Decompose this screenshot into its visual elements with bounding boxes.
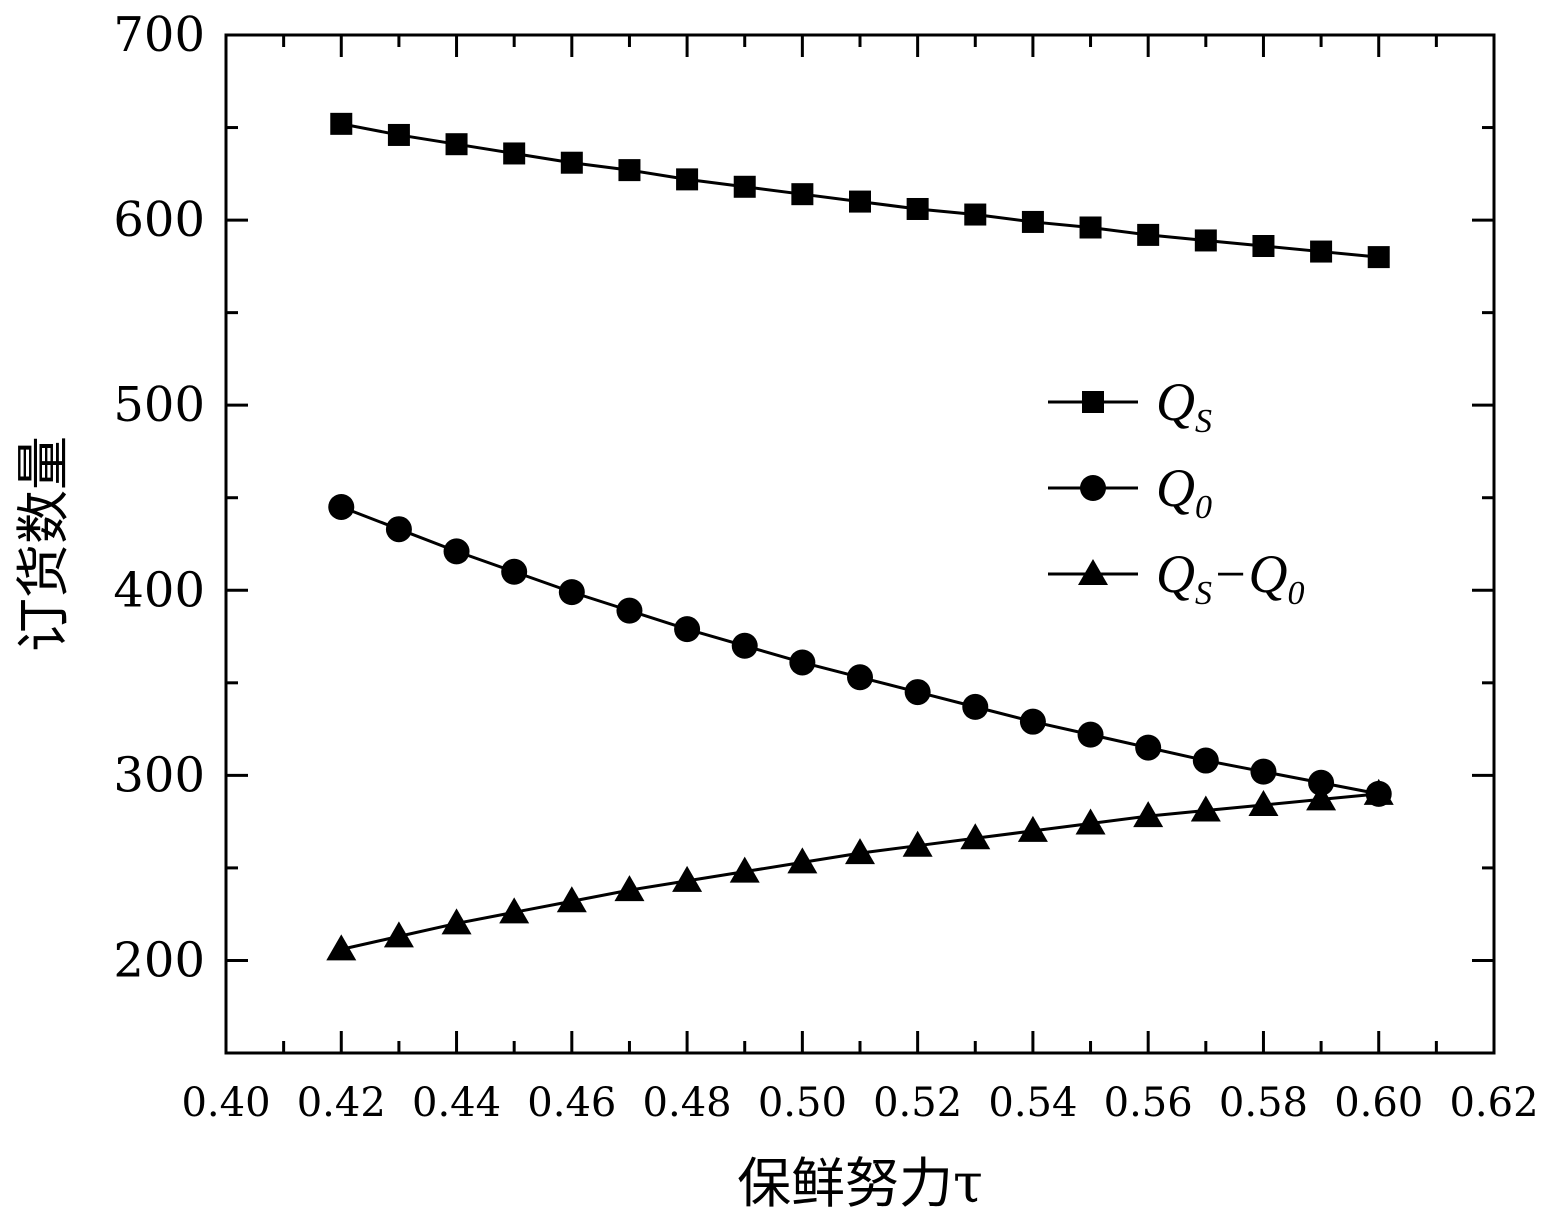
- data-point: [443, 538, 470, 565]
- axis-ticks: [224, 33, 1496, 1055]
- legend-marker: [1080, 475, 1106, 501]
- data-point: [1133, 801, 1164, 828]
- data-point: [503, 142, 526, 165]
- data-point: [326, 934, 357, 961]
- x-tick-label: 0.48: [643, 1080, 732, 1126]
- data-point: [674, 616, 701, 643]
- data-point: [560, 151, 583, 174]
- y-tick-label: 200: [113, 932, 205, 988]
- data-point: [1077, 721, 1104, 748]
- data-point: [731, 632, 758, 659]
- data-point: [1252, 235, 1275, 258]
- data-point: [1190, 795, 1221, 822]
- data-point: [1137, 223, 1160, 246]
- data-point: [385, 516, 412, 543]
- series-line: [340, 792, 1379, 951]
- data-point: [501, 558, 528, 585]
- data-point: [962, 693, 989, 720]
- data-point: [556, 886, 587, 913]
- legend: QS Q0 QS−Q0: [1048, 372, 1304, 612]
- data-point: [445, 133, 468, 156]
- data-point: [791, 183, 814, 206]
- x-axis-title: 保鲜努力τ: [737, 1152, 983, 1215]
- data-point: [1250, 758, 1277, 785]
- data-point: [614, 875, 645, 902]
- data-point: [789, 649, 816, 676]
- data-point: [1079, 216, 1102, 239]
- data-point: [1021, 210, 1044, 233]
- x-tick-label: 0.50: [758, 1080, 847, 1126]
- x-tick-label: 0.62: [1449, 1080, 1538, 1126]
- legend-label: QS: [1156, 372, 1212, 440]
- y-tick-label: 600: [113, 192, 205, 248]
- data-point: [499, 897, 530, 924]
- data-point: [902, 830, 933, 857]
- data-point: [847, 664, 873, 691]
- data-point: [1017, 815, 1048, 842]
- data-point: [1075, 808, 1106, 835]
- data-point: [330, 112, 353, 135]
- data-point: [960, 823, 991, 850]
- series-circle: [328, 493, 1392, 807]
- legend-entry: QS: [1048, 372, 1212, 440]
- legend-label: Q0: [1156, 458, 1212, 526]
- plot-frame: [224, 33, 1496, 1055]
- data-point: [845, 838, 875, 865]
- data-point: [387, 123, 410, 146]
- data-point: [1308, 769, 1335, 796]
- data-point: [1248, 789, 1279, 816]
- series-square: [330, 112, 1390, 269]
- x-tick-label: 0.58: [1219, 1080, 1308, 1126]
- data-point: [672, 865, 703, 892]
- x-tick-label: 0.46: [527, 1080, 616, 1126]
- series-triangle: [326, 778, 1394, 961]
- data-point: [964, 203, 987, 226]
- data-point: [849, 190, 871, 213]
- data-point: [1367, 246, 1390, 269]
- data-point: [1192, 747, 1219, 774]
- data-point: [906, 197, 929, 220]
- y-tick-label: 300: [113, 747, 205, 803]
- data-point: [441, 908, 472, 935]
- x-tick-label: 0.60: [1334, 1080, 1423, 1126]
- series-layer: [326, 112, 1394, 961]
- data-point: [676, 168, 699, 191]
- data-point: [1194, 229, 1217, 252]
- data-point: [729, 856, 760, 883]
- tick-labels: 0.40 0.42 0.44 0.46 0.48 0.50 0.52 0.54 0.56 0.58…: [113, 7, 1538, 1126]
- y-tick-label: 400: [113, 562, 205, 618]
- y-tick-label: 700: [113, 7, 205, 63]
- data-point: [1363, 778, 1394, 805]
- x-tick-label: 0.56: [1104, 1080, 1193, 1126]
- x-tick-label: 0.44: [412, 1080, 501, 1126]
- legend-entry: Q0: [1048, 458, 1212, 526]
- data-point: [616, 597, 643, 624]
- data-point: [328, 493, 355, 520]
- x-tick-label: 0.42: [297, 1080, 386, 1126]
- data-point: [904, 679, 931, 706]
- y-tick-label: 500: [113, 377, 205, 433]
- x-tick-label: 0.40: [181, 1080, 270, 1126]
- x-tick-label: 0.52: [873, 1080, 962, 1126]
- y-axis-title: 订货数量: [12, 436, 75, 652]
- legend-marker: [1082, 391, 1104, 413]
- legend-label: QS−Q0: [1156, 544, 1304, 612]
- data-point: [733, 175, 756, 198]
- data-point: [383, 921, 414, 948]
- series-line: [340, 122, 1379, 259]
- data-point: [787, 847, 818, 874]
- legend-marker: [1078, 559, 1108, 585]
- data-point: [558, 579, 585, 606]
- data-point: [1019, 708, 1046, 735]
- x-tick-label: 0.54: [988, 1080, 1077, 1126]
- data-point: [1306, 784, 1337, 811]
- data-point: [618, 159, 641, 182]
- legend-entry: QS−Q0: [1048, 544, 1304, 612]
- data-point: [1310, 240, 1333, 263]
- data-point: [1135, 734, 1162, 761]
